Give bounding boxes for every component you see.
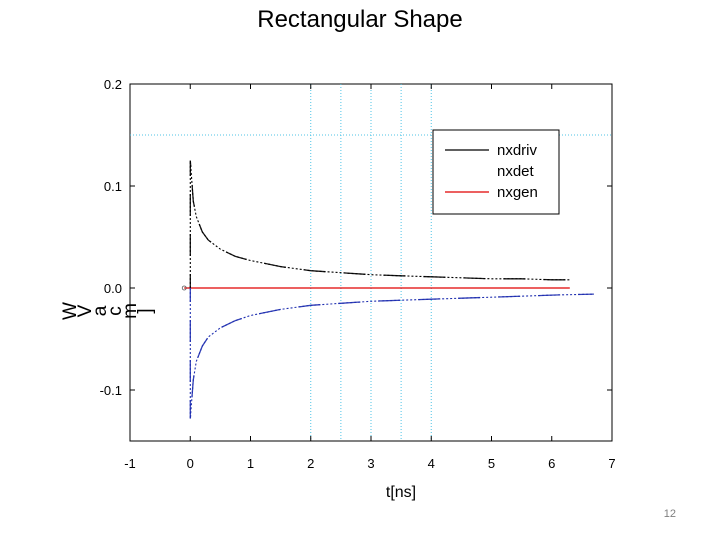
y-axis-title-char: c	[105, 306, 126, 316]
x-tick-label: 2	[307, 456, 314, 471]
page-number: 12	[663, 508, 676, 520]
y-tick-label: -0.1	[100, 383, 122, 398]
legend-label: nxgen	[497, 184, 538, 201]
x-tick-label: 3	[367, 456, 374, 471]
x-tick-label: 5	[488, 456, 495, 471]
axis-layer: -1 0 1 2 3 4 5 6 7 -0.1 0.0 0.1 0.2	[100, 77, 616, 471]
x-tick-label: 6	[548, 456, 555, 471]
legend-label: nxdriv	[497, 142, 538, 159]
legend-box	[432, 129, 560, 215]
y-axis-title-char: V	[75, 304, 96, 317]
y-tick-label: 0.2	[104, 77, 122, 92]
x-tick-label: 7	[608, 456, 615, 471]
x-tick-label: 1	[247, 456, 254, 471]
series-layer	[181, 160, 594, 419]
x-axis-title: t[ns]	[386, 484, 416, 501]
legend-label: nxdet	[497, 163, 535, 180]
legend: nxdriv nxdet nxgen	[432, 129, 560, 215]
series-line-nxdet	[189, 288, 594, 419]
x-tick-label: 4	[428, 456, 435, 471]
y-axis-title-char: m	[120, 303, 141, 319]
x-tick-label: -1	[124, 456, 136, 471]
grid-layer	[130, 84, 612, 441]
x-tick-label: 0	[187, 456, 194, 471]
series-dash-nxdet	[189, 288, 594, 419]
y-tick-label: 0.0	[104, 281, 122, 296]
slide-title: Rectangular Shape	[257, 6, 463, 33]
y-axis-title-char: ]	[135, 308, 156, 313]
y-tick-label: 0.1	[104, 179, 122, 194]
origin-marker	[181, 285, 187, 291]
y-axis-title-char: W	[60, 302, 81, 320]
y-axis-title-char: a	[90, 305, 111, 316]
